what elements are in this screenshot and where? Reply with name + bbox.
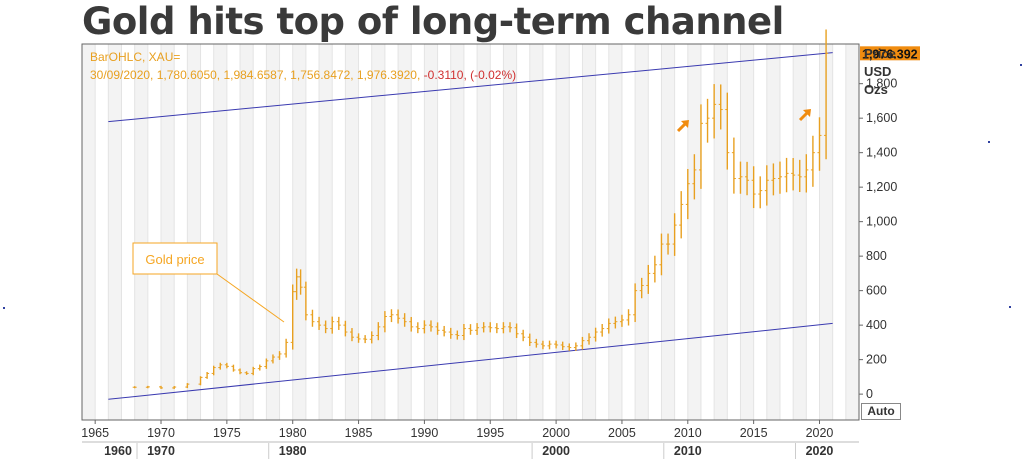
vertical-gridlines [81,44,847,420]
x-tick-label: 1995 [476,426,504,440]
y-tick-label: 1,400 [866,146,897,160]
year-band [108,44,122,420]
auto-scale-button[interactable]: Auto [861,403,901,420]
y-tick-label: 400 [866,318,887,332]
axis-title-ozs: Ozs [864,82,888,94]
y-axis: 0 200 400 600 800 1,000 1,200 1,400 1,600 1,800 1,… [859,46,920,401]
year-band [608,44,622,420]
x-tick-label: 1975 [213,426,241,440]
x-tick-label: 2020 [806,426,834,440]
year-band [187,44,201,420]
change-value: -0.3110, (-0.02%) [423,68,517,82]
series-info-line1: BarOHLC, XAU= [90,50,181,64]
channel-line-upper [108,52,833,123]
year-band [345,44,359,420]
y-tick-label: 1,800 [866,77,897,91]
year-band [371,44,385,420]
x-tick-label: 2010 [674,426,702,440]
year-band [740,44,754,420]
x-tick-label: 1970 [147,426,175,440]
y-tick-label: 0 [866,387,873,401]
year-band [766,44,780,420]
channel-lines [108,52,833,400]
x-tick-label: 1990 [411,426,439,440]
year-band [292,44,306,420]
year-band [845,44,859,420]
year-band [556,44,570,420]
x-tick-label: 1980 [279,426,307,440]
year-band [714,44,728,420]
x-axis: 1965 1970 1975 1980 1985 1990 1995 2000 2005 2010… [81,420,859,459]
year-band [661,44,675,420]
y-tick-label: 600 [866,284,887,298]
year-band [319,44,333,420]
annotation-box [132,242,218,275]
chart-title: Gold hits top of long-term channel [82,0,784,43]
axis-title-usd: USD [864,64,892,79]
stray-dot [1009,306,1011,308]
y-tick-label: 200 [866,353,887,367]
x-decade-label: 2000 [542,444,570,458]
background-bands [82,44,859,420]
peak-arrow-head [803,109,811,117]
x-tick-label: 2000 [542,426,570,440]
year-band [161,44,175,420]
annotation-label: Gold price [145,252,204,267]
x-decade-label: 2010 [674,444,702,458]
year-band [266,44,280,420]
peak-arrow [676,120,689,133]
axis-title-price: Price [864,46,896,61]
year-band [134,44,148,420]
x-tick-label: 2015 [740,426,768,440]
x-decade-label: 1970 [147,444,175,458]
price-bars [132,29,829,389]
year-band [213,44,227,420]
year-band [398,44,412,420]
x-decade-label: 2020 [806,444,834,458]
year-band [635,44,649,420]
annotation-group: Gold price [132,109,811,323]
year-band [477,44,491,420]
year-band [819,44,833,420]
peak-arrow-head [681,120,689,128]
stray-dot [1020,64,1022,66]
stray-dot [988,141,990,143]
x-decade-label: 1960 [104,444,132,458]
annotation-leader [216,273,285,323]
series-info-line2: 30/09/2020, 1,780.6050, 1,984.6587, 1,75… [90,68,516,82]
year-band [687,44,701,420]
x-tick-label: 1965 [81,426,109,440]
year-band [503,44,517,420]
year-band [240,44,254,420]
y-tick-label: 800 [866,249,887,263]
year-band [529,44,543,420]
year-band [582,44,596,420]
year-band [82,44,96,420]
year-band [450,44,464,420]
last-price-label: 1,976.392 [862,47,918,61]
year-band [424,44,438,420]
x-tick-label: 2005 [608,426,636,440]
channel-line-lower [108,322,833,400]
x-decade-label: 1980 [279,444,307,458]
last-price-tag [860,46,920,61]
y-tick-label: 1,600 [866,111,897,125]
x-tick-label: 1985 [345,426,373,440]
y-tick-label: 1,000 [866,215,897,229]
year-band [793,44,807,420]
y-tick-label: 1,200 [866,180,897,194]
plot-border [81,43,860,421]
peak-arrow [798,109,811,122]
ohlc-values: 30/09/2020, 1,780.6050, 1,984.6587, 1,75… [90,68,421,82]
stray-dot [3,307,5,309]
